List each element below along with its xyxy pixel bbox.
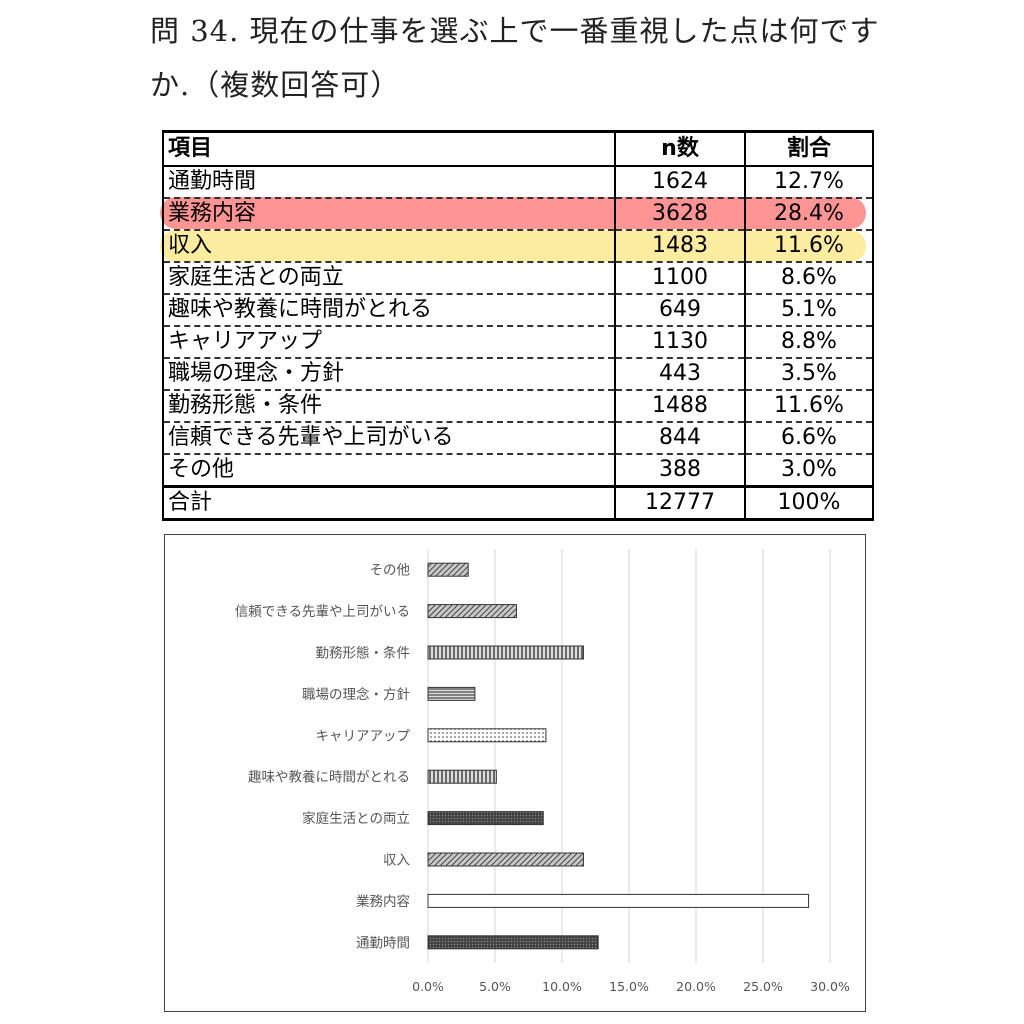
total-rate: 100% (744, 485, 874, 521)
chart-category-labels: その他信頼できる先輩や上司がいる勤務形態・条件職場の理念・方針キャリアアップ趣味… (235, 563, 411, 952)
cell-item: 業務内容 (162, 198, 616, 231)
x-tick-label: 5.0% (479, 979, 511, 994)
cell-rate: 12.7% (744, 166, 874, 199)
bar (427, 562, 469, 577)
cell-rate: 11.6% (744, 230, 874, 263)
table-row: 勤務形態・条件 1488 11.6% (162, 390, 874, 423)
cell-rate: 5.1% (744, 294, 874, 327)
table-row: 家庭生活との両立 1100 8.6% (162, 262, 874, 295)
bar (427, 686, 476, 701)
cell-rate: 3.5% (744, 358, 874, 391)
x-tick-label: 0.0% (412, 979, 444, 994)
cell-rate: 28.4% (744, 198, 874, 231)
table-header-row: 項目 n数 割合 (162, 130, 874, 167)
cell-rate: 11.6% (744, 390, 874, 423)
bar (427, 811, 544, 826)
cell-item: 収入 (162, 230, 616, 263)
x-tick-label: 30.0% (810, 979, 850, 994)
table-total-row: 合計 12777 100% (162, 485, 874, 521)
chart-x-ticks: 0.0% 5.0% 10.0% 15.0% 20.0% 25.0% 30.0% (412, 979, 850, 994)
cell-item: キャリアアップ (162, 326, 616, 359)
category-label: 信頼できる先輩や上司がいる (235, 604, 410, 620)
cell-rate: 6.6% (744, 422, 874, 455)
category-label: 業務内容 (356, 893, 410, 910)
category-label: 趣味や教養に時間がとれる (248, 769, 410, 786)
cell-n: 3628 (614, 198, 746, 231)
category-label: 通勤時間 (356, 935, 410, 951)
question-title: 問 34. 現在の仕事を選ぶ上で一番重視した点は何ですか.（複数回答可） (150, 14, 880, 102)
cell-n: 1488 (614, 390, 746, 423)
x-tick-label: 10.0% (542, 979, 582, 994)
cell-n: 1624 (614, 166, 746, 199)
header-item: 項目 (162, 130, 616, 167)
cell-item: 信頼できる先輩や上司がいる (162, 422, 616, 455)
cell-n: 1130 (614, 326, 746, 359)
results-table: 項目 n数 割合 通勤時間 1624 12.7% 業務内容 3628 28.4% 収入 148… (162, 130, 874, 521)
cell-n: 1483 (614, 230, 746, 263)
header-n: n数 (614, 130, 746, 167)
bar (427, 935, 599, 950)
category-label: キャリアアップ (316, 728, 411, 744)
cell-rate: 3.0% (744, 454, 874, 488)
cell-item: 勤務形態・条件 (162, 390, 616, 423)
total-item: 合計 (162, 485, 616, 521)
bar (427, 893, 810, 908)
bar (427, 604, 517, 619)
x-tick-label: 25.0% (743, 979, 783, 994)
table-row: その他 388 3.0% (162, 454, 874, 488)
bar (427, 769, 497, 784)
table-row: 信頼できる先輩や上司がいる 844 6.6% (162, 422, 874, 455)
cell-item: その他 (162, 454, 616, 488)
table-row: 収入 1483 11.6% (162, 230, 874, 263)
category-label: 家庭生活との両立 (302, 810, 410, 827)
bar (427, 852, 584, 867)
bar-chart-frame: その他信頼できる先輩や上司がいる勤務形態・条件職場の理念・方針キャリアアップ趣味… (164, 534, 866, 1012)
cell-rate: 8.8% (744, 326, 874, 359)
cell-item: 通勤時間 (162, 166, 616, 199)
bar (427, 645, 584, 660)
table-row: 通勤時間 1624 12.7% (162, 166, 874, 199)
cell-item: 趣味や教養に時間がとれる (162, 294, 616, 327)
bar (427, 728, 547, 743)
table-row: 業務内容 3628 28.4% (162, 198, 874, 231)
cell-n: 443 (614, 358, 746, 391)
table-body: 通勤時間 1624 12.7% 業務内容 3628 28.4% 収入 1483 11.6% 家庭生… (162, 166, 874, 488)
cell-n: 844 (614, 422, 746, 455)
chart-bars (427, 562, 810, 950)
table-row: 職場の理念・方針 443 3.5% (162, 358, 874, 391)
cell-n: 1100 (614, 262, 746, 295)
x-tick-label: 15.0% (609, 979, 649, 994)
x-tick-label: 20.0% (676, 979, 716, 994)
bar-chart: その他信頼できる先輩や上司がいる勤務形態・条件職場の理念・方針キャリアアップ趣味… (235, 549, 850, 994)
table-row: 趣味や教養に時間がとれる 649 5.1% (162, 294, 874, 327)
cell-n: 649 (614, 294, 746, 327)
header-rate: 割合 (744, 130, 874, 167)
table-row: キャリアアップ 1130 8.8% (162, 326, 874, 359)
category-label: 勤務形態・条件 (316, 645, 411, 662)
cell-rate: 8.6% (744, 262, 874, 295)
cell-item: 家庭生活との両立 (162, 262, 616, 295)
cell-item: 職場の理念・方針 (162, 358, 616, 391)
category-label: 職場の理念・方針 (302, 686, 410, 703)
category-label: 収入 (383, 853, 410, 869)
total-n: 12777 (614, 485, 746, 521)
category-label: その他 (370, 563, 411, 579)
cell-n: 388 (614, 454, 746, 488)
